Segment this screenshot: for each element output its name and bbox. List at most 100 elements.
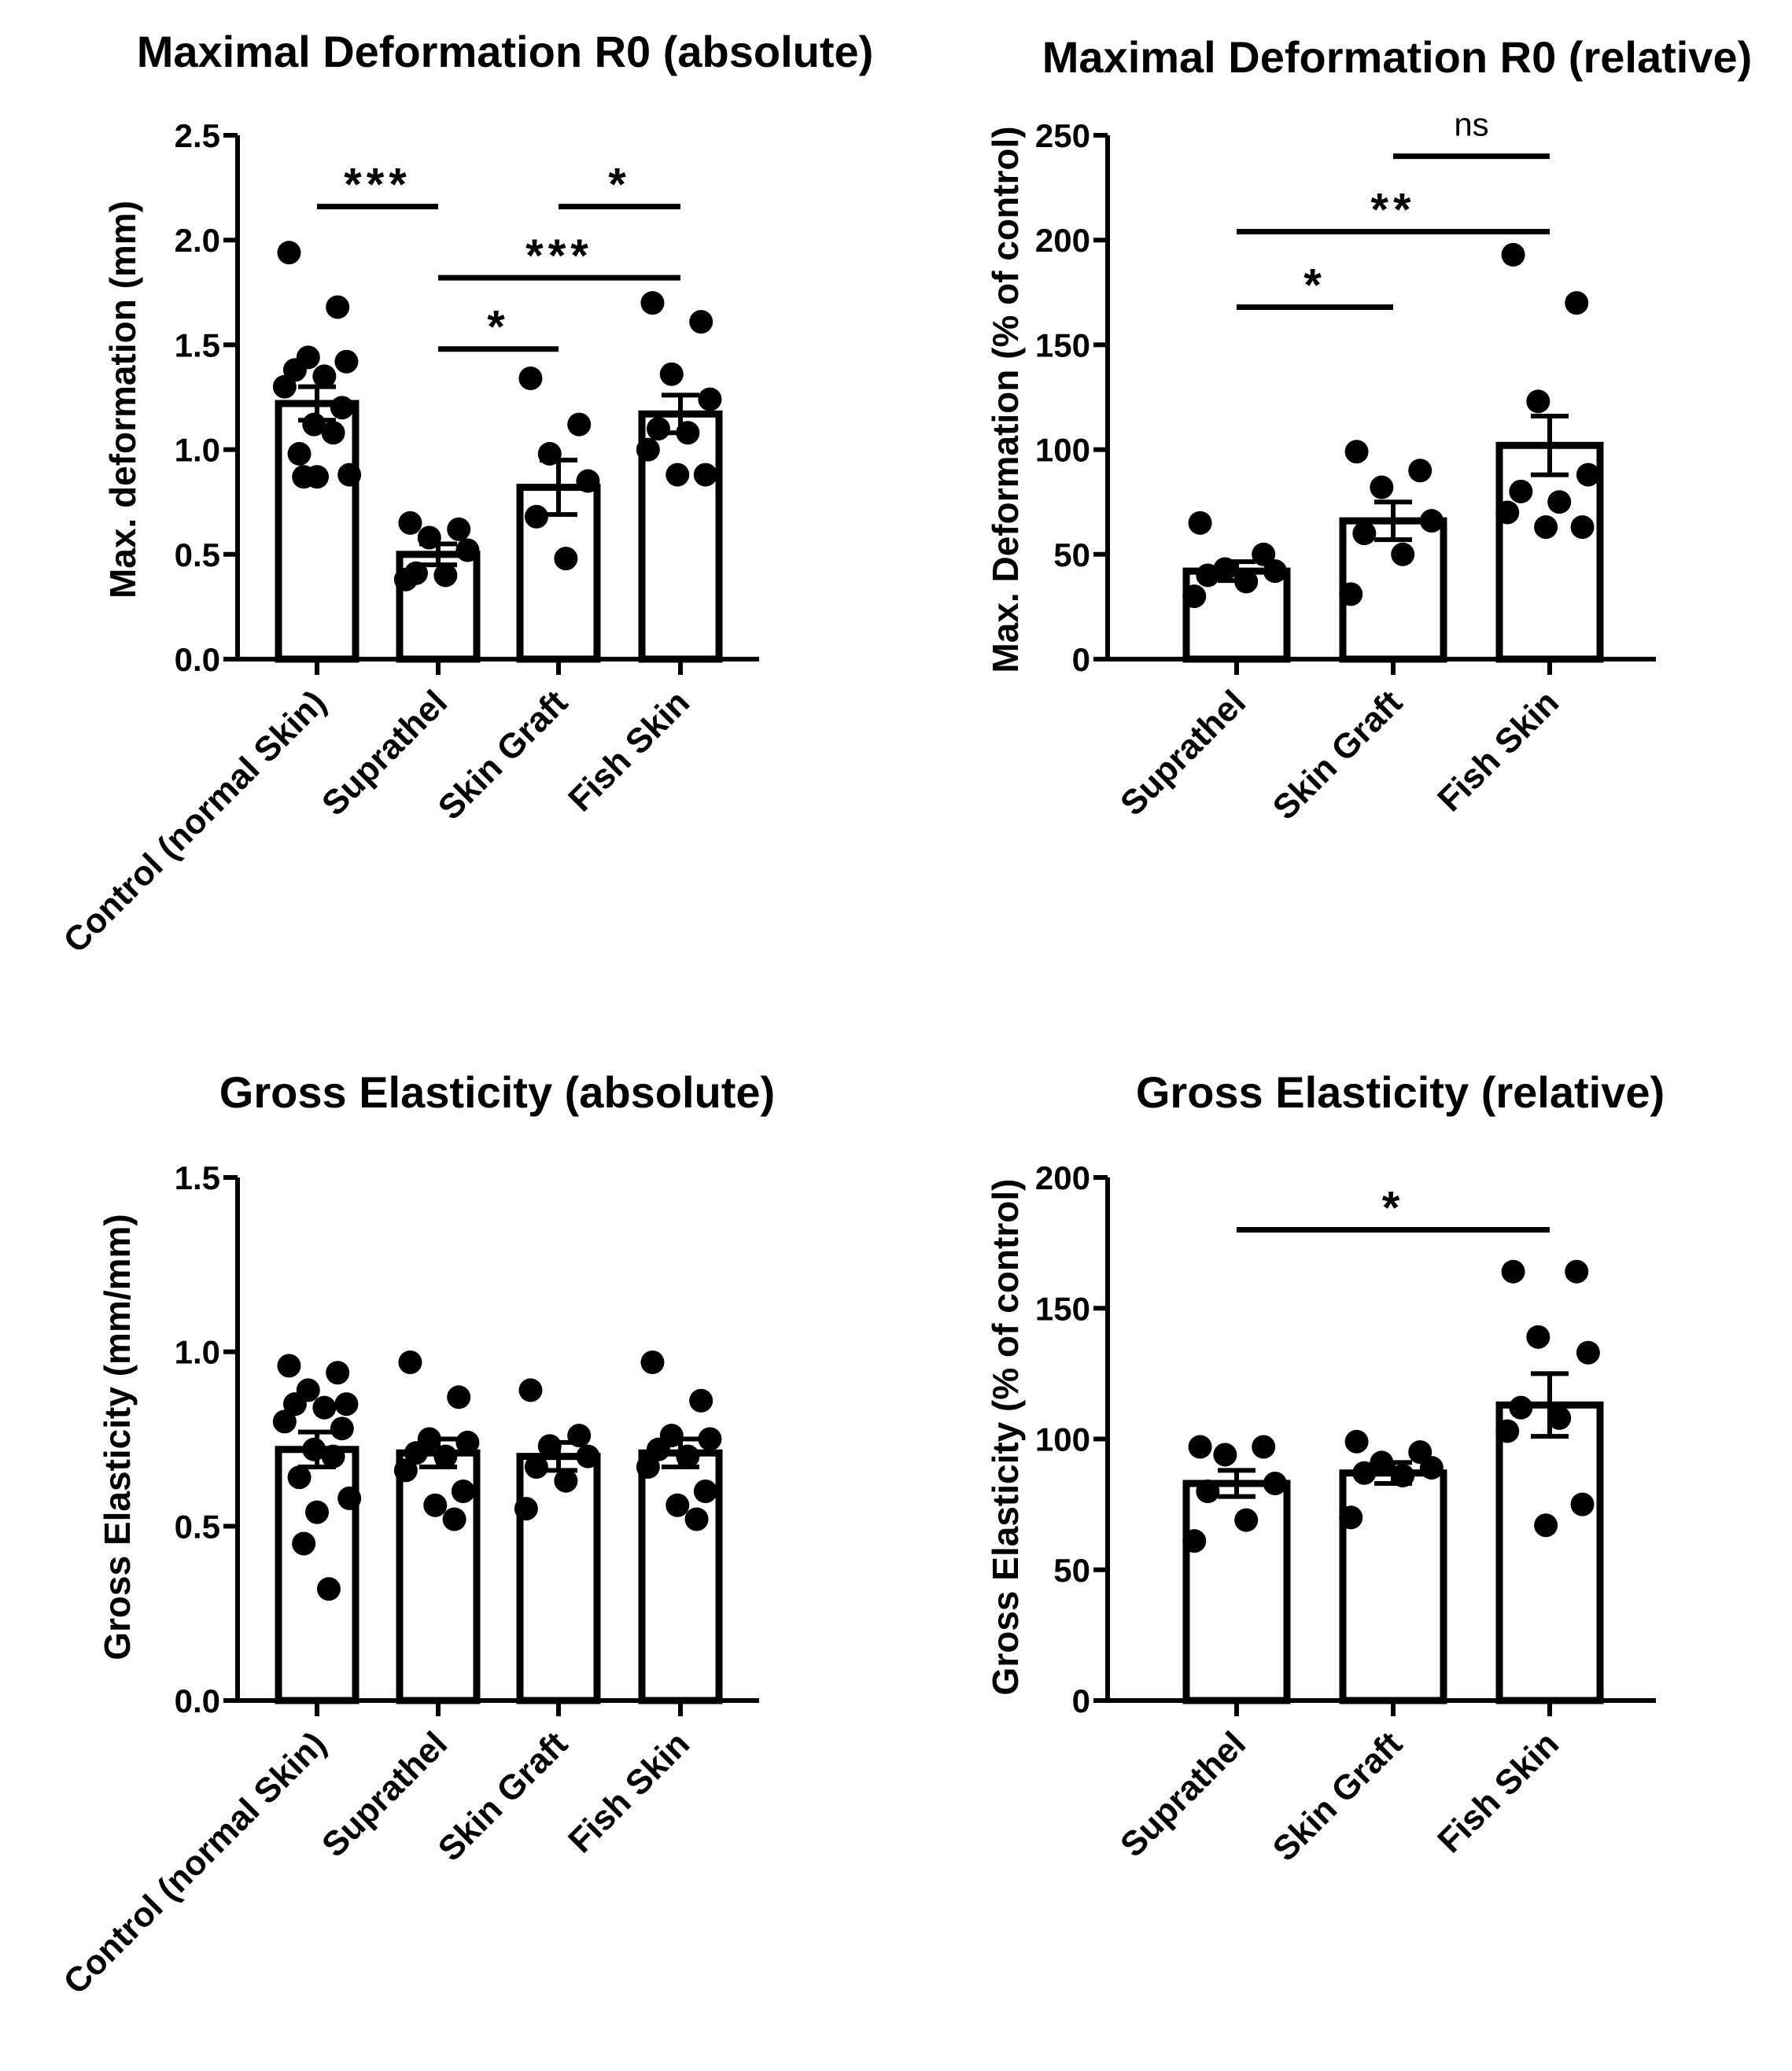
bar xyxy=(275,400,360,663)
chart-title: Maximal Deformation R0 (absolute) xyxy=(137,27,874,76)
y-tick-label: 150 xyxy=(1035,1290,1090,1327)
y-tick-label: 250 xyxy=(1035,117,1090,154)
data-point xyxy=(1370,475,1394,499)
data-point xyxy=(659,362,684,386)
data-point xyxy=(518,1378,543,1402)
data-point xyxy=(1188,510,1212,535)
panel-gross-elasticity-absolute: Gross Elasticity (absolute) Gross Elasti… xyxy=(56,1067,775,2002)
y-tick-label: 50 xyxy=(1053,536,1090,573)
x-tick-label: Control (normal Skin) xyxy=(56,683,334,960)
data-point xyxy=(666,1493,690,1517)
data-point xyxy=(404,1441,428,1465)
data-point xyxy=(337,1486,362,1510)
data-point xyxy=(1196,563,1220,588)
data-point xyxy=(326,295,350,319)
data-point xyxy=(576,469,600,493)
panel-gross-elasticity-relative: Gross Elasticity (relative) Gross Elasti… xyxy=(985,1067,1665,1869)
data-point xyxy=(1534,515,1558,540)
data-point xyxy=(666,462,690,487)
data-point xyxy=(1182,1529,1207,1553)
x-tick-label: Skin Graft xyxy=(1266,1724,1410,1869)
data-point xyxy=(689,310,713,334)
panel-max-deformation-relative: Maximal Deformation R0 (relative) Max. D… xyxy=(985,32,1752,827)
data-point xyxy=(1263,559,1287,584)
data-point xyxy=(292,1531,316,1556)
data-point xyxy=(1419,1456,1444,1480)
y-tick-label: 100 xyxy=(1035,432,1090,469)
data-point xyxy=(1526,1325,1550,1349)
data-point xyxy=(1408,459,1432,483)
y-tick-label: 0.0 xyxy=(175,1682,220,1719)
data-point xyxy=(1526,389,1550,414)
data-point xyxy=(1495,500,1520,525)
data-point xyxy=(326,1361,350,1385)
data-point xyxy=(312,364,337,389)
data-point xyxy=(518,367,543,391)
data-point xyxy=(1509,1395,1533,1420)
data-point xyxy=(292,465,316,489)
y-axis-label: Gross Elasticity (mm/mm) xyxy=(97,1214,138,1660)
data-point xyxy=(576,1444,600,1468)
data-point xyxy=(1352,1461,1377,1485)
data-point xyxy=(1252,1435,1276,1459)
y-tick-label: 150 xyxy=(1035,326,1090,363)
data-point xyxy=(321,1444,345,1468)
data-point xyxy=(567,412,592,437)
plot-area: 0 50 100 150 200 250 Suprathel Skin Graft Fish S… xyxy=(1035,106,1656,827)
bar xyxy=(1495,1401,1604,1704)
y-tick-label: 0.5 xyxy=(175,536,220,573)
y-tick-label: 1.5 xyxy=(175,1159,220,1196)
data-point xyxy=(423,1493,448,1517)
data-point xyxy=(1576,462,1600,487)
data-point xyxy=(1188,1435,1212,1459)
y-tick-label: 100 xyxy=(1035,1421,1090,1458)
y-tick-label: 0 xyxy=(1072,1682,1090,1719)
y-tick-label: 0.5 xyxy=(175,1508,220,1545)
data-point xyxy=(1501,242,1525,267)
x-tick-label: Fish Skin xyxy=(1430,1724,1566,1860)
panel-max-deformation-absolute: Maximal Deformation R0 (absolute) Max. d… xyxy=(56,27,873,960)
x-tick-label: Fish Skin xyxy=(561,1724,697,1860)
data-point xyxy=(1344,1429,1369,1454)
data-point xyxy=(277,241,301,265)
data-point xyxy=(554,1468,578,1493)
bar xyxy=(1339,1469,1447,1704)
y-tick-label: 200 xyxy=(1035,222,1090,259)
x-tick-label: Fish Skin xyxy=(561,683,697,819)
data-point xyxy=(698,387,722,411)
x-tick-label: Skin Graft xyxy=(431,1724,576,1869)
data-point xyxy=(684,1507,709,1531)
data-point xyxy=(554,547,578,571)
plot-area: 0.0 0.5 1.0 1.5 2.0 2.5 Control (normal Skin) S… xyxy=(56,117,759,960)
data-point xyxy=(1547,1406,1572,1430)
y-tick-label: 0.0 xyxy=(175,641,220,678)
data-point xyxy=(1570,1492,1595,1516)
bar xyxy=(275,1446,360,1704)
data-point xyxy=(636,437,660,462)
chart-title: Maximal Deformation R0 (relative) xyxy=(1042,32,1752,82)
y-tick-label: 1.0 xyxy=(175,432,220,469)
data-point xyxy=(646,416,670,440)
data-point xyxy=(1419,509,1444,533)
data-point xyxy=(1213,1443,1237,1467)
data-point xyxy=(330,1417,354,1441)
significance-label: * xyxy=(608,160,631,211)
data-point xyxy=(302,1437,326,1461)
data-point xyxy=(1339,1505,1363,1530)
x-tick-label: Suprathel xyxy=(1113,683,1253,823)
significance-label: ** xyxy=(1370,185,1415,236)
data-point xyxy=(287,441,312,466)
data-point xyxy=(447,1385,471,1410)
data-point xyxy=(1576,1340,1600,1365)
data-point xyxy=(524,1454,548,1479)
data-point xyxy=(640,1350,665,1374)
data-point xyxy=(1495,1419,1520,1443)
data-point xyxy=(334,1392,359,1417)
data-point xyxy=(337,462,362,487)
y-axis-label: Gross Elasticity (% of control) xyxy=(985,1179,1026,1696)
significance-label: ns xyxy=(1454,106,1488,143)
y-tick-label: 200 xyxy=(1035,1159,1090,1196)
data-point xyxy=(640,291,665,315)
data-point xyxy=(398,1350,422,1374)
